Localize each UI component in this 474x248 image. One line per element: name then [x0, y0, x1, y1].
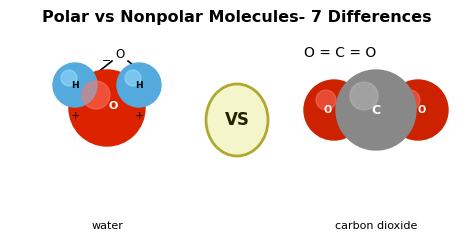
- Text: Polar vs Nonpolar Molecules- 7 Differences: Polar vs Nonpolar Molecules- 7 Differenc…: [42, 10, 432, 25]
- Text: H: H: [71, 81, 79, 90]
- Circle shape: [400, 90, 420, 110]
- Circle shape: [350, 82, 378, 110]
- Text: O: O: [115, 49, 125, 62]
- Text: water: water: [91, 221, 123, 231]
- Circle shape: [316, 90, 336, 110]
- Circle shape: [82, 81, 110, 109]
- Ellipse shape: [206, 84, 268, 156]
- Text: O: O: [418, 105, 426, 115]
- Text: +: +: [134, 111, 144, 121]
- Circle shape: [69, 70, 145, 146]
- Text: carbon dioxide: carbon dioxide: [335, 221, 417, 231]
- Circle shape: [125, 70, 141, 86]
- Text: VS: VS: [225, 111, 249, 129]
- Text: O = C = O: O = C = O: [304, 46, 376, 60]
- Circle shape: [53, 63, 97, 107]
- Text: H: H: [150, 76, 158, 90]
- Circle shape: [388, 80, 448, 140]
- Text: +: +: [70, 111, 80, 121]
- Text: O: O: [324, 105, 332, 115]
- Circle shape: [304, 80, 364, 140]
- Text: H: H: [82, 76, 91, 90]
- Text: H: H: [135, 81, 143, 90]
- Circle shape: [117, 63, 161, 107]
- Text: C: C: [372, 103, 381, 117]
- Text: O: O: [109, 101, 118, 111]
- Circle shape: [61, 70, 77, 86]
- Circle shape: [336, 70, 416, 150]
- Text: −: −: [102, 56, 112, 66]
